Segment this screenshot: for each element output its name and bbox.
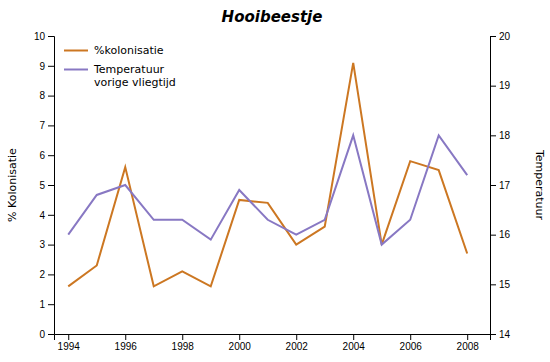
y2-axis-title: Temperatuur xyxy=(533,149,546,221)
tick: 1996 xyxy=(115,334,138,352)
tick-label: 4 xyxy=(39,210,45,221)
tick-label: 1998 xyxy=(172,341,195,352)
tick: 20 xyxy=(490,31,511,42)
tick: 1994 xyxy=(58,334,81,352)
tick-label: 10 xyxy=(34,31,46,42)
tick: 17 xyxy=(490,180,511,191)
tick: 8 xyxy=(39,90,54,101)
tick-label: 15 xyxy=(499,279,511,290)
legend-swatch xyxy=(64,50,88,52)
tick-mark xyxy=(48,125,54,126)
legend-label: Temperatuurvorige vliegtijd xyxy=(93,63,176,89)
legend: %kolonisatie Temperatuurvorige vliegtijd xyxy=(64,44,176,89)
tick-mark xyxy=(48,185,54,186)
tick-label: 20 xyxy=(499,31,511,42)
tick-label: 0 xyxy=(39,329,45,340)
tick-mark xyxy=(48,36,54,37)
tick-label: 3 xyxy=(39,239,45,250)
tick-mark xyxy=(410,334,411,340)
tick: 2008 xyxy=(457,334,480,352)
legend-item: Temperatuurvorige vliegtijd xyxy=(64,63,176,89)
legend-swatch xyxy=(64,69,88,71)
axis-domain xyxy=(48,37,55,335)
tick-mark xyxy=(239,334,240,340)
tick-label: 9 xyxy=(39,61,45,72)
y-axis-title: % Kolonisatie xyxy=(6,148,19,222)
tick: 15 xyxy=(490,279,511,290)
tick-label: 19 xyxy=(499,80,511,91)
tick-label: 7 xyxy=(39,120,45,131)
tick-mark xyxy=(296,334,297,340)
tick-label: 1994 xyxy=(58,341,81,352)
tick-mark xyxy=(48,334,54,335)
tick: 4 xyxy=(39,210,54,221)
tick-label: 16 xyxy=(499,229,511,240)
tick-mark xyxy=(490,135,496,136)
tick-label: 1996 xyxy=(115,341,138,352)
tick-mark xyxy=(490,185,496,186)
tick-label: 14 xyxy=(499,329,511,340)
tick-label: 1 xyxy=(39,299,45,310)
tick: 0 xyxy=(39,329,54,340)
tick: 9 xyxy=(39,61,54,72)
tick-mark xyxy=(353,334,354,340)
tick: 1 xyxy=(39,299,54,310)
tick-label: 2008 xyxy=(457,341,480,352)
tick: 2004 xyxy=(343,334,366,352)
tick-mark xyxy=(490,86,496,87)
tick-mark xyxy=(490,36,496,37)
y2-axis: 14 15 16 17 18 19 20 xyxy=(490,31,511,340)
tick-mark xyxy=(125,334,126,340)
axis-domain xyxy=(491,37,497,335)
tick-label: 8 xyxy=(39,90,45,101)
tick-label: 2 xyxy=(39,269,45,280)
tick: 16 xyxy=(490,229,511,240)
legend-item: %kolonisatie xyxy=(64,44,164,57)
tick: 2000 xyxy=(229,334,252,352)
tick: 14 xyxy=(490,329,511,340)
tick-mark xyxy=(490,334,496,335)
chart: 1994199619982000200220042006200801234567… xyxy=(0,0,550,362)
tick-mark xyxy=(68,334,69,340)
tick-mark xyxy=(48,215,54,216)
tick-label: 6 xyxy=(39,150,45,161)
plot-area xyxy=(68,63,467,287)
series-line xyxy=(68,63,467,287)
tick-mark xyxy=(490,284,496,285)
tick: 10 xyxy=(34,31,54,42)
tick: 18 xyxy=(490,130,511,141)
tick-mark xyxy=(490,235,496,236)
tick: 3 xyxy=(39,239,54,250)
y-axis: 0 1 2 3 4 5 6 7 8 9 10 xyxy=(34,31,55,340)
tick-mark xyxy=(48,245,54,246)
tick: 1998 xyxy=(172,334,195,352)
tick-mark xyxy=(48,96,54,97)
tick-mark xyxy=(48,155,54,156)
tick-label: 2002 xyxy=(286,341,309,352)
tick-mark xyxy=(48,66,54,67)
tick-label: 17 xyxy=(499,180,511,191)
tick-mark xyxy=(48,274,54,275)
tick: 2 xyxy=(39,269,54,280)
title: Hooibeestje xyxy=(222,8,323,26)
legend-label: %kolonisatie xyxy=(94,44,164,57)
tick: 19 xyxy=(490,80,511,91)
axis-domain xyxy=(55,335,491,341)
tick: 2002 xyxy=(286,334,309,352)
tick-mark xyxy=(467,334,468,340)
tick: 6 xyxy=(39,150,54,161)
tick-mark xyxy=(182,334,183,340)
tick-mark xyxy=(48,304,54,305)
tick-label: 18 xyxy=(499,130,511,141)
tick-label: 2000 xyxy=(229,341,252,352)
tick: 7 xyxy=(39,120,54,131)
x-axis: 1994 1996 1998 2000 2002 2004 2006 2008 xyxy=(55,334,491,352)
tick: 2006 xyxy=(400,334,423,352)
tick-label: 2004 xyxy=(343,341,366,352)
tick-label: 2006 xyxy=(400,341,423,352)
tick-label: 5 xyxy=(39,180,45,191)
series-line xyxy=(68,135,467,244)
tick: 5 xyxy=(39,180,54,191)
